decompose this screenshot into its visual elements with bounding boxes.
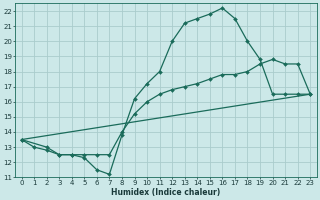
X-axis label: Humidex (Indice chaleur): Humidex (Indice chaleur) xyxy=(111,188,220,197)
